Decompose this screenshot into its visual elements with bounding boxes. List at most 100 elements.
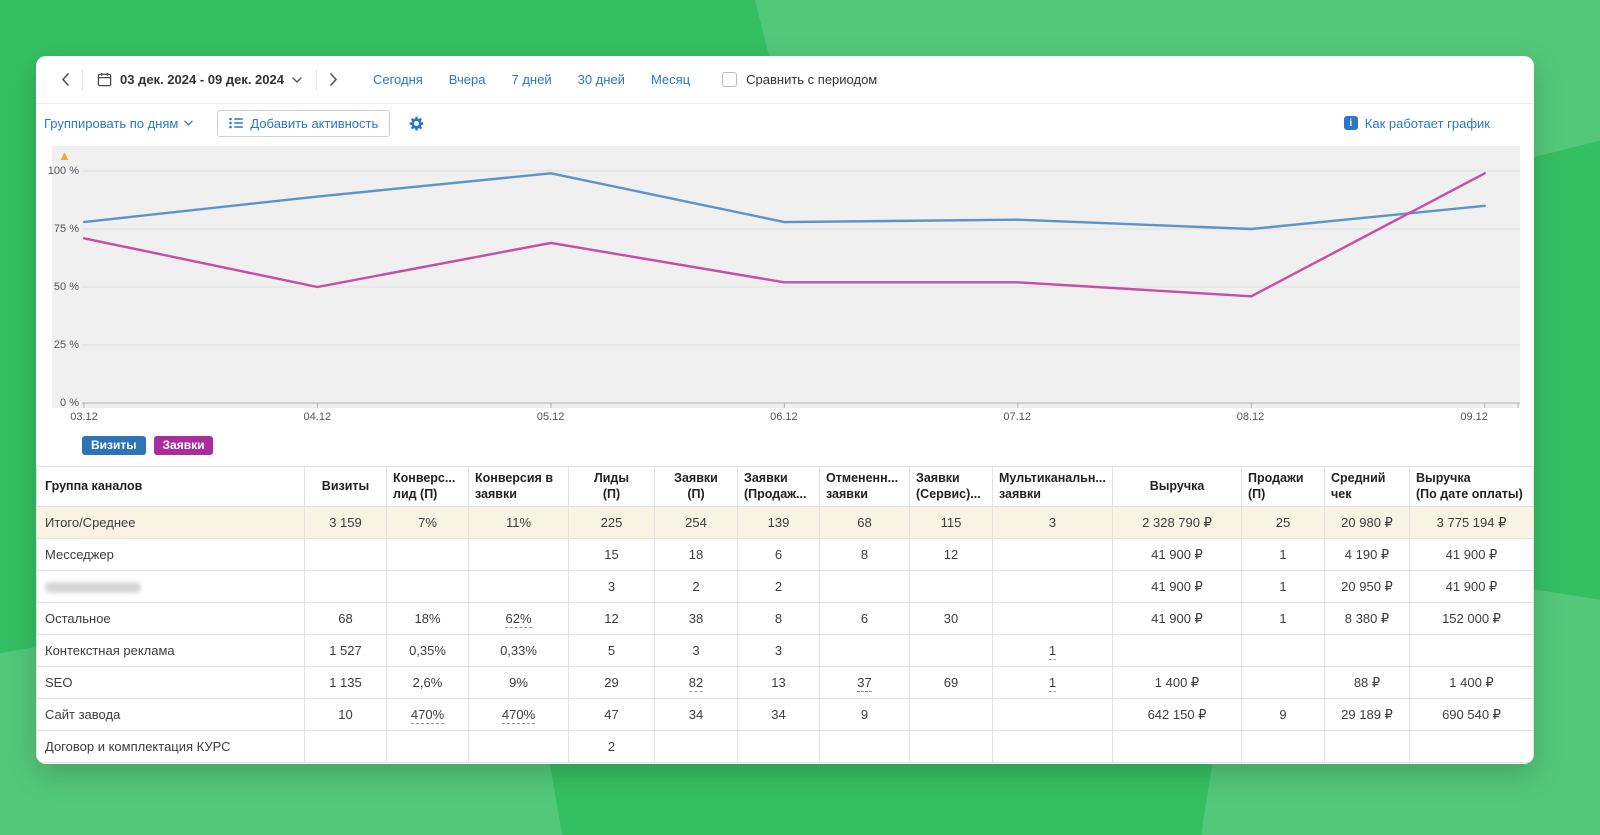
y-tick-label: 75 % bbox=[53, 223, 79, 235]
drilldown-link[interactable]: 37 bbox=[857, 675, 872, 693]
channel-name-cell: SEO bbox=[36, 666, 305, 700]
column-header-13[interactable]: Выручка (По дате оплаты) bbox=[1409, 465, 1534, 508]
column-header-9[interactable]: Мультиканальн... заявки bbox=[992, 465, 1113, 508]
channel-name-cell: Договор и комплектация КУРС bbox=[36, 730, 305, 764]
data-cell[interactable]: 1 bbox=[992, 666, 1113, 700]
drilldown-link[interactable]: 62% bbox=[505, 611, 532, 629]
info-icon: i bbox=[1343, 116, 1358, 130]
data-cell bbox=[468, 538, 569, 572]
data-cell bbox=[909, 730, 993, 764]
y-tick-label: 100 % bbox=[47, 165, 79, 177]
data-cell bbox=[654, 730, 738, 764]
quick-link-month[interactable]: Месяц bbox=[650, 72, 691, 87]
y-tick-label: 0 % bbox=[60, 397, 79, 409]
column-header-1[interactable]: Визиты bbox=[304, 465, 387, 508]
next-period-button[interactable] bbox=[321, 66, 347, 94]
chart-area: ▲ 100 % 75 % 50 % 25 % 0 % bbox=[48, 146, 1520, 409]
data-cell: 6 bbox=[737, 538, 820, 572]
chevron-down-icon bbox=[292, 76, 302, 83]
data-cell bbox=[1324, 730, 1410, 764]
compare-period-checkbox[interactable] bbox=[722, 72, 738, 87]
data-cell: 3 159 bbox=[304, 506, 387, 540]
column-header-11[interactable]: Продажи (П) bbox=[1241, 465, 1325, 508]
column-header-4[interactable]: Лиды (П) bbox=[568, 465, 655, 508]
data-cell: 1 400 ₽ bbox=[1409, 666, 1534, 700]
data-cell bbox=[304, 570, 387, 604]
data-cell: 68 bbox=[819, 506, 910, 540]
data-cell: 2 bbox=[737, 570, 820, 604]
date-range-label: 03 дек. 2024 - 09 дек. 2024 bbox=[120, 72, 284, 87]
column-header-6[interactable]: Заявки (Продаж... bbox=[737, 465, 820, 508]
channels-table: Группа каналов Визиты Конверс... лид (П) Ко… bbox=[36, 465, 1534, 764]
data-cell bbox=[386, 570, 469, 604]
drilldown-link[interactable]: 1 bbox=[1048, 675, 1057, 693]
data-cell: 34 bbox=[654, 698, 738, 732]
channel-name-cell: Месседжер bbox=[36, 538, 305, 572]
data-cell bbox=[468, 570, 569, 604]
drilldown-link[interactable]: 1 bbox=[1048, 643, 1057, 661]
analytics-panel: 03 дек. 2024 - 09 дек. 2024 Сегодня Вчер… bbox=[36, 56, 1534, 764]
data-cell: 41 900 ₽ bbox=[1112, 570, 1242, 604]
compare-period-toggle[interactable]: Сравнить с периодом bbox=[722, 72, 877, 87]
column-header-8[interactable]: Заявки (Сервис)... bbox=[909, 465, 993, 508]
data-cell: 6 bbox=[819, 602, 910, 636]
chevron-down-icon bbox=[184, 120, 194, 126]
prev-period-button[interactable] bbox=[52, 66, 78, 94]
data-cell: 41 900 ₽ bbox=[1112, 538, 1242, 572]
data-cell[interactable]: 62% bbox=[468, 602, 569, 636]
data-cell: 29 bbox=[568, 666, 655, 700]
data-cell: 4 190 ₽ bbox=[1324, 538, 1410, 572]
data-cell bbox=[1241, 666, 1325, 700]
column-header-12[interactable]: Средний чек bbox=[1324, 465, 1410, 508]
drilldown-link[interactable]: 470% bbox=[501, 707, 536, 725]
x-tick-label: 04.12 bbox=[303, 411, 332, 423]
data-cell[interactable]: 1 bbox=[992, 634, 1113, 668]
table-row: SEO 1 135 2,6% 9% 29 82 13 37 69 1 1 400 ₽88 ₽1 40… bbox=[36, 666, 1534, 700]
data-cell[interactable]: 37 bbox=[819, 666, 910, 700]
chevron-right-icon bbox=[330, 73, 338, 86]
data-cell: 254 bbox=[654, 506, 738, 540]
legend-badge-leads[interactable]: Заявки bbox=[153, 436, 214, 455]
quick-link-today[interactable]: Сегодня bbox=[372, 72, 423, 87]
redacted-channel-name bbox=[45, 582, 141, 594]
chart-settings-button[interactable] bbox=[408, 115, 425, 132]
data-cell bbox=[386, 730, 469, 764]
table-row: Контекстная реклама 1 527 0,35% 0,33% 5 3 3 1 bbox=[36, 634, 1534, 668]
data-cell: 41 900 ₽ bbox=[1409, 538, 1534, 572]
divider bbox=[82, 68, 83, 91]
data-cell: 8 380 ₽ bbox=[1324, 602, 1410, 636]
data-cell: 1 400 ₽ bbox=[1112, 666, 1242, 700]
channel-name-cell bbox=[36, 570, 305, 604]
column-header-2[interactable]: Конверс... лид (П) bbox=[386, 465, 469, 508]
y-axis: 100 % 75 % 50 % 25 % 0 % bbox=[48, 146, 82, 409]
column-header-0[interactable]: Группа каналов bbox=[36, 465, 305, 508]
x-tick-label: 08.12 bbox=[1236, 411, 1265, 423]
warning-icon[interactable]: ▲ bbox=[58, 148, 71, 163]
data-cell: 69 bbox=[909, 666, 993, 700]
date-range-picker[interactable]: 03 дек. 2024 - 09 дек. 2024 bbox=[87, 72, 312, 87]
how-it-works-link[interactable]: i Как работает график bbox=[1343, 116, 1490, 131]
quick-link-7days[interactable]: 7 дней bbox=[511, 72, 552, 87]
quick-link-yesterday[interactable]: Вчера bbox=[448, 72, 486, 87]
group-by-dropdown[interactable]: Группировать по дням bbox=[44, 116, 194, 131]
data-cell: 9 bbox=[819, 698, 910, 732]
data-cell bbox=[1241, 634, 1325, 668]
chevron-left-icon bbox=[61, 73, 69, 86]
column-header-3[interactable]: Конверсия в заявки bbox=[468, 465, 569, 508]
data-cell[interactable]: 470% bbox=[386, 698, 469, 732]
column-header-10[interactable]: Выручка bbox=[1112, 465, 1242, 508]
data-cell: 0,33% bbox=[468, 634, 569, 668]
chart-plot[interactable] bbox=[82, 146, 1520, 408]
data-cell[interactable]: 82 bbox=[654, 666, 738, 700]
data-cell bbox=[1409, 730, 1534, 764]
column-header-7[interactable]: Отмененн... заявки bbox=[819, 465, 910, 508]
column-header-5[interactable]: Заявки (П) bbox=[654, 465, 738, 508]
gear-icon bbox=[409, 116, 424, 131]
drilldown-link[interactable]: 470% bbox=[410, 707, 445, 725]
legend-badge-visits[interactable]: Визиты bbox=[82, 436, 146, 455]
add-activity-button[interactable]: Добавить активность bbox=[217, 109, 391, 137]
drilldown-link[interactable]: 82 bbox=[688, 675, 704, 693]
quick-link-30days[interactable]: 30 дней bbox=[577, 72, 625, 87]
data-cell[interactable]: 470% bbox=[468, 698, 569, 732]
line-chart bbox=[82, 170, 1520, 408]
